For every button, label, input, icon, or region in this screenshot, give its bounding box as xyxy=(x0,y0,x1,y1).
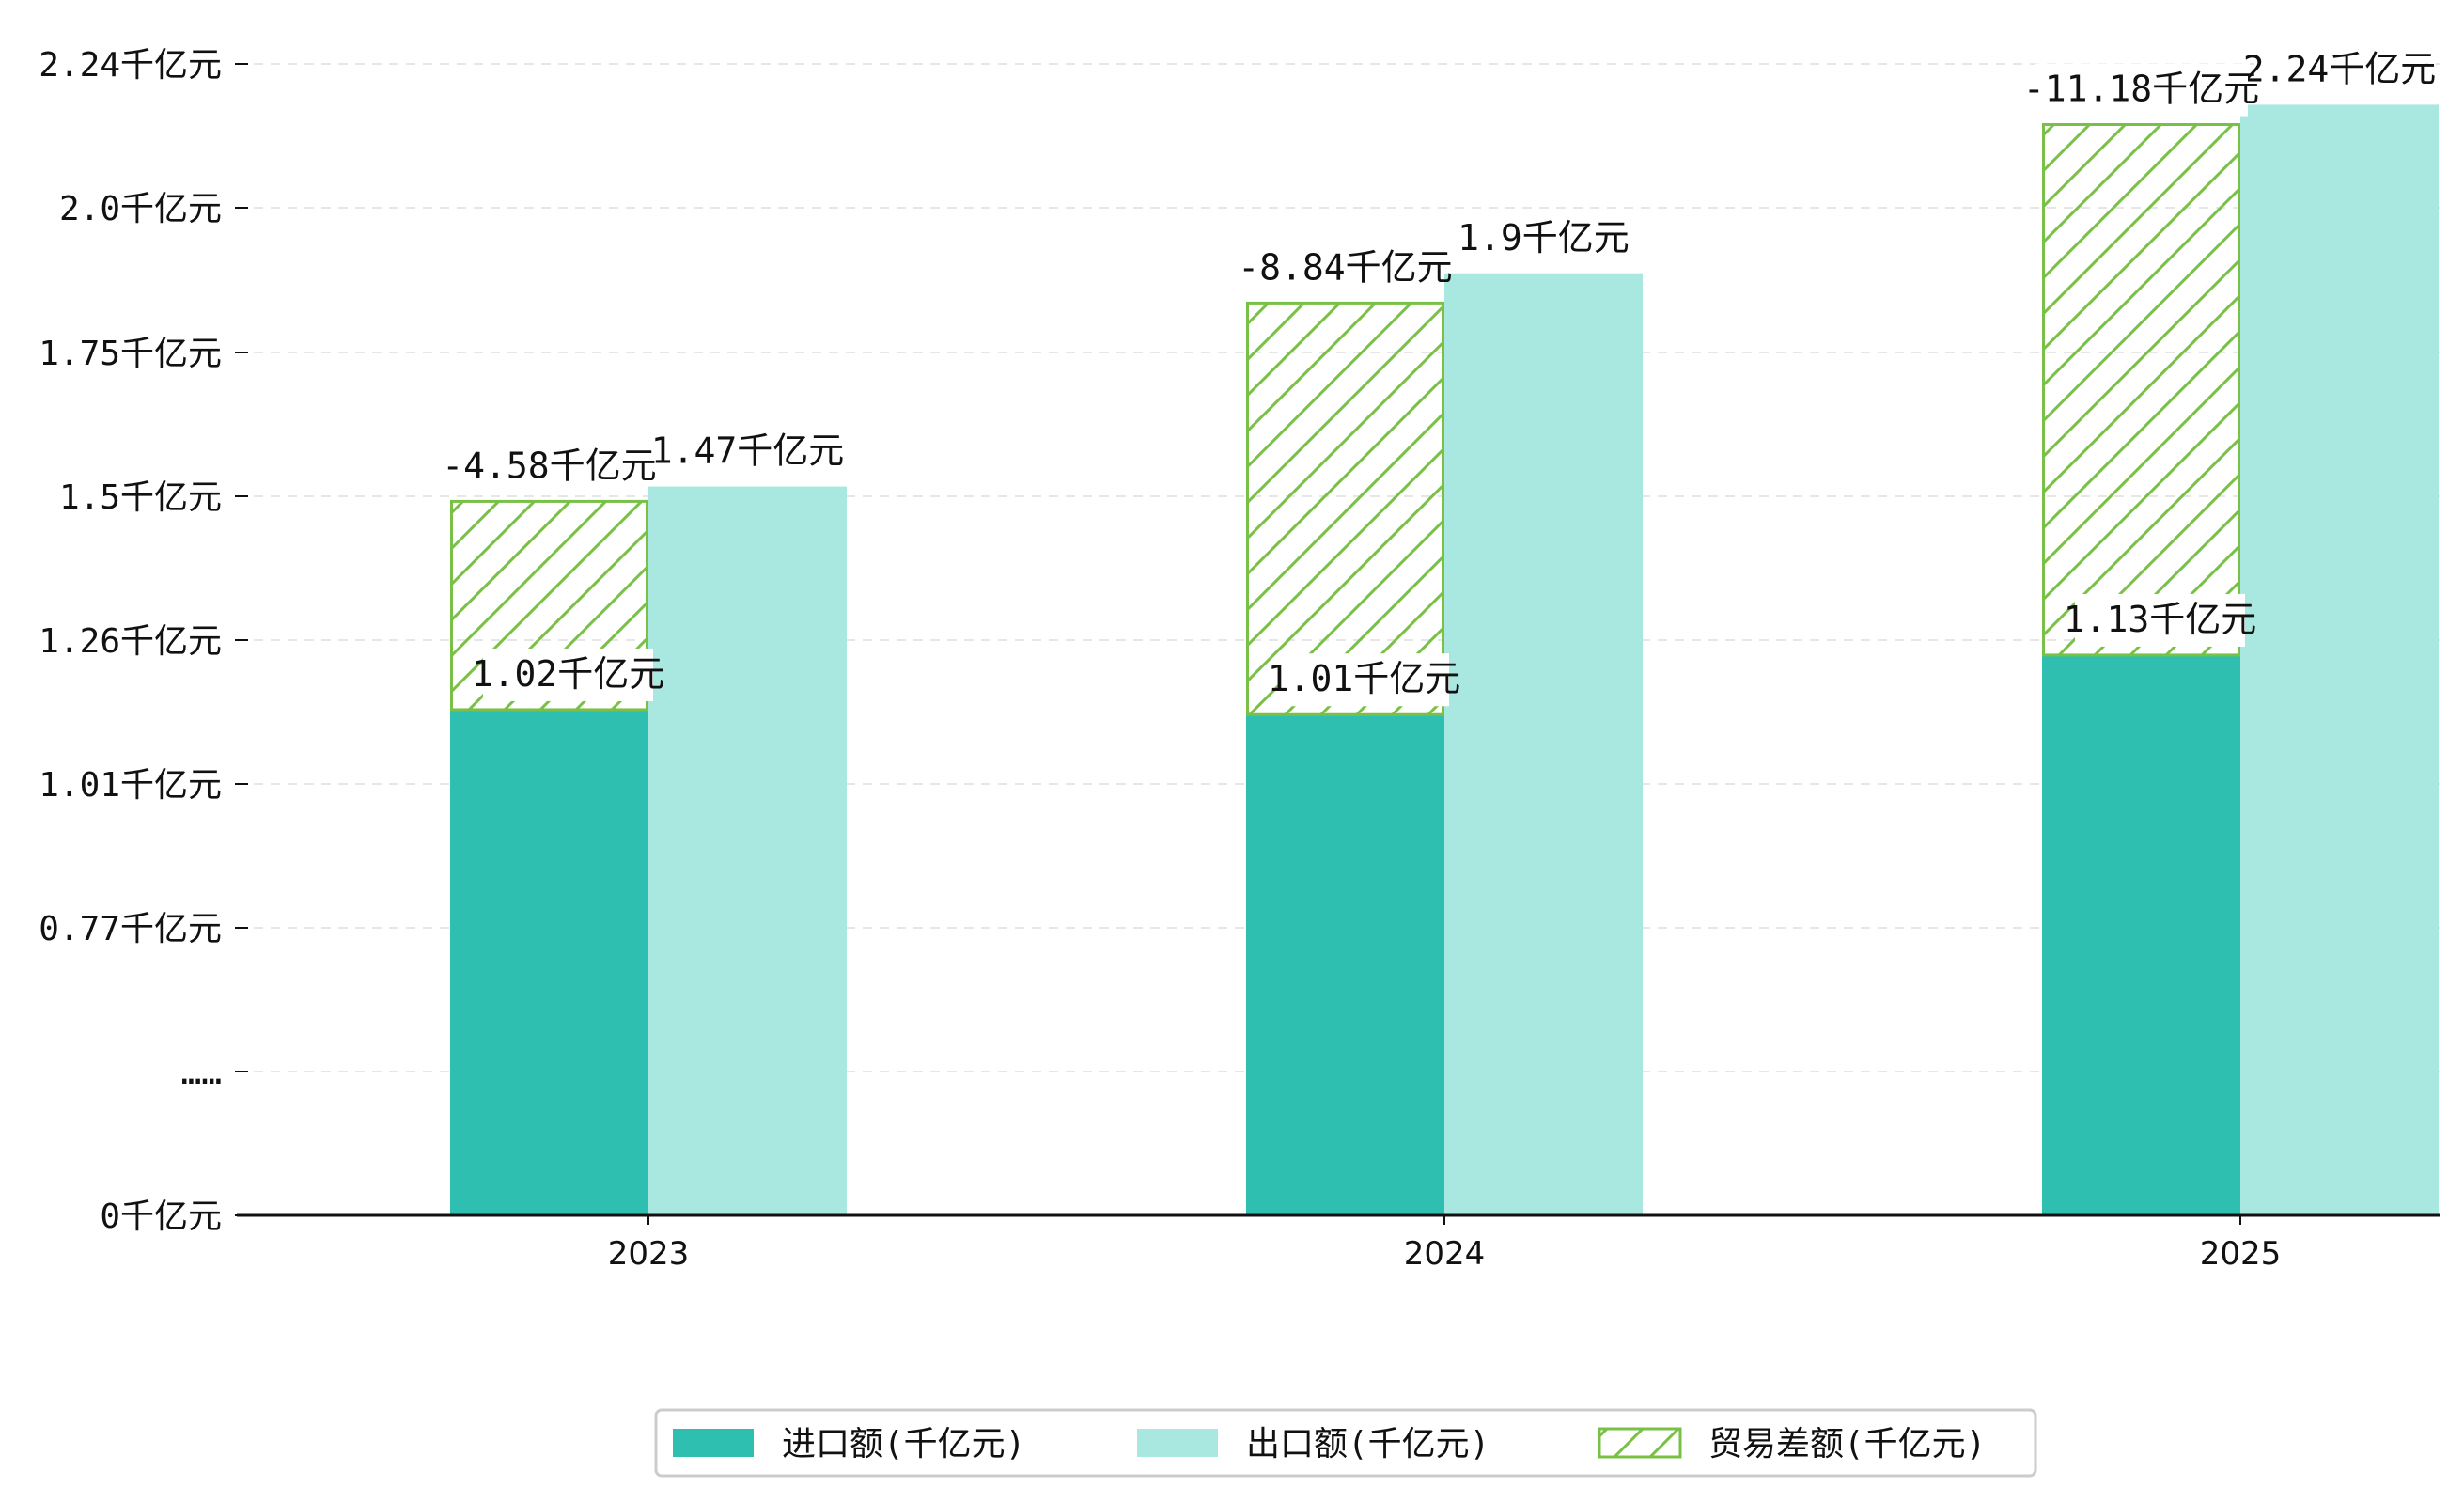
trade-balance-data-label: -4.58千亿元 xyxy=(442,440,657,493)
import-data-label: 1.13千亿元 xyxy=(2064,593,2257,647)
import-data-label: 1.02千亿元 xyxy=(472,648,665,701)
y-tick-label: 2.0千亿元 xyxy=(59,190,222,228)
data-labels-layer: 1.02千亿元 1.47千亿元-4.58千亿元 1.01千亿元 1.9千亿元-8.84… xyxy=(442,43,2437,707)
y-tick-label: 1.75千亿元 xyxy=(39,335,222,373)
export-data-label: 1.9千亿元 xyxy=(1458,211,1630,265)
svg-text:1.01千亿元: 1.01千亿元 xyxy=(1268,658,1461,699)
svg-text:1.9千亿元: 1.9千亿元 xyxy=(1458,217,1630,258)
svg-text:-4.58千亿元: -4.58千亿元 xyxy=(442,445,656,486)
y-tick-label: 1.01千亿元 xyxy=(39,766,222,805)
import-bar xyxy=(2042,654,2240,1215)
import-bar xyxy=(1246,714,1444,1215)
legend-label: 进口额(千亿元) xyxy=(782,1425,1025,1464)
legend-box xyxy=(654,1408,2037,1478)
x-tick-label: 2023 xyxy=(608,1235,690,1273)
legend-label: 贸易差额(千亿元) xyxy=(1708,1425,1986,1464)
legend: 进口额(千亿元) 出口额(千亿元) 贸易差额(千亿元) xyxy=(654,1408,2037,1478)
svg-text:2.24千亿元: 2.24千亿元 xyxy=(2243,48,2437,89)
svg-text:-8.84千亿元: -8.84千亿元 xyxy=(1238,246,1452,288)
trade-balance-bar xyxy=(1246,301,1444,716)
y-tick-label: …… xyxy=(181,1054,222,1092)
export-bar xyxy=(648,486,847,1215)
y-tick-label: 2.24千亿元 xyxy=(39,46,222,85)
import-bar xyxy=(450,709,648,1215)
export-data-label: 1.47千亿元 xyxy=(651,425,845,478)
legend-swatch xyxy=(673,1429,754,1457)
export-bar xyxy=(2240,104,2439,1215)
x-tick-label: 2024 xyxy=(1404,1235,1486,1273)
svg-text:1.47千亿元: 1.47千亿元 xyxy=(651,431,845,472)
y-tick-label: 1.5千亿元 xyxy=(59,478,222,517)
trade-balance-data-label: -8.84千亿元 xyxy=(1238,242,1453,295)
y-tick-label: 0千亿元 xyxy=(100,1198,222,1236)
axes-layer: 0千亿元 …… 0.77千亿元 1.01千亿元 1.26千亿元 1.5千亿元 1.75千亿元… xyxy=(39,46,2440,1273)
export-data-label: 2.24千亿元 xyxy=(2243,43,2437,97)
y-tick-label: 0.77千亿元 xyxy=(39,910,222,948)
svg-text:1.02千亿元: 1.02千亿元 xyxy=(472,653,665,695)
trade-balance-bar xyxy=(2042,123,2240,657)
export-bar xyxy=(1444,273,1643,1215)
legend-swatch xyxy=(1137,1429,1218,1457)
import-data-label: 1.01千亿元 xyxy=(1268,653,1461,707)
y-tick-label: 1.26千亿元 xyxy=(39,622,222,661)
svg-text:-11.18千亿元: -11.18千亿元 xyxy=(2023,69,2259,110)
legend-swatch xyxy=(1598,1427,1682,1459)
svg-text:1.13千亿元: 1.13千亿元 xyxy=(2064,599,2257,640)
legend-label: 出口额(千亿元) xyxy=(1246,1425,1489,1464)
trade-balance-data-label: -11.18千亿元 xyxy=(2023,63,2259,117)
x-tick-label: 2025 xyxy=(2200,1235,2282,1273)
